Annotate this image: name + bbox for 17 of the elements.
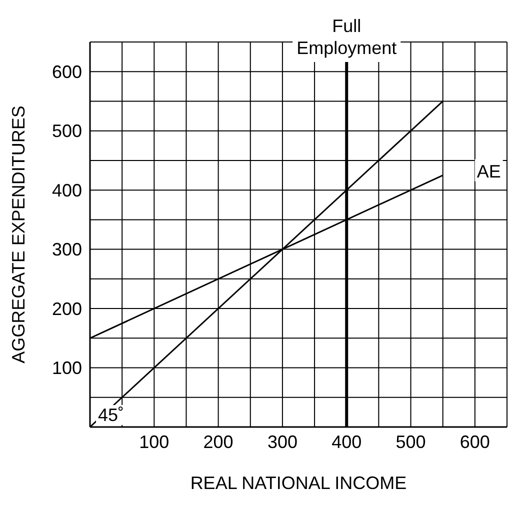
- y-tick-label: 600: [52, 62, 82, 82]
- y-tick-label: 100: [52, 358, 82, 378]
- y-tick-label: 500: [52, 121, 82, 142]
- x-axis-title: REAL NATIONAL INCOME: [190, 473, 407, 493]
- x-tick-label: 400: [332, 432, 362, 452]
- ref-line-label: Full Employment: [296, 16, 397, 58]
- x-tick-label: 600: [460, 432, 490, 452]
- y-axis-title: AGGREGATE EXPENDITURES: [8, 106, 28, 364]
- x-tick-label: 100: [139, 432, 170, 452]
- x-tick-label: 200: [203, 432, 234, 452]
- y-tick-label: 400: [52, 180, 82, 200]
- y-tick-label: 200: [52, 298, 82, 319]
- y-tick-label: 300: [52, 240, 82, 260]
- annotation: 45˚: [96, 405, 126, 425]
- x-tick-label: 300: [267, 432, 298, 452]
- x-tick-label: 500: [396, 432, 426, 452]
- series-label: AE: [476, 161, 501, 182]
